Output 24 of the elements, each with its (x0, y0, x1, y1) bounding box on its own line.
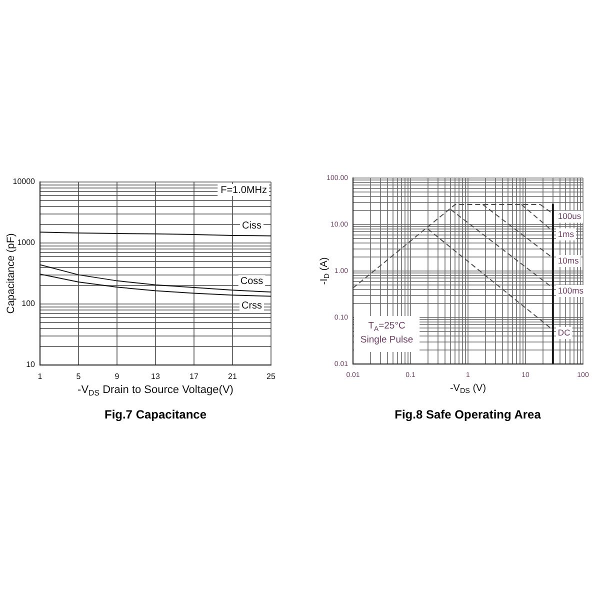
series-label: 100ms (558, 285, 584, 296)
series-label: Crss (241, 300, 262, 312)
x-tick-label: 21 (228, 372, 238, 382)
series-label: Coss (240, 276, 264, 287)
annotation: Single Pulse (360, 334, 414, 346)
x-tick-label: 25 (266, 372, 276, 382)
series-label: 100us (558, 211, 582, 222)
x-tick-label: 9 (114, 372, 120, 382)
x-tick-label: 1 (38, 372, 43, 382)
x-tick-label: 17 (190, 372, 199, 382)
x-tick-label: 5 (76, 372, 82, 382)
text: Fig.7 Capacitance (104, 407, 207, 422)
series-label: 1ms (558, 228, 574, 239)
y-tick-label: 10 (26, 360, 36, 370)
annotation: F=1.0MHz (220, 184, 268, 196)
series-label: DC (558, 327, 570, 338)
text: Fig.8 Safe Operating Area (394, 407, 542, 422)
y-axis-title: Capacitance (pF) (4, 233, 17, 314)
series-label: 10ms (558, 255, 579, 266)
y-tick-label: 1000 (17, 238, 36, 248)
x-tick-label: 13 (151, 372, 160, 382)
y-tick-label: 100 (22, 299, 36, 308)
series-label: Ciss (242, 220, 262, 232)
y-tick-label: 10000 (12, 177, 36, 186)
